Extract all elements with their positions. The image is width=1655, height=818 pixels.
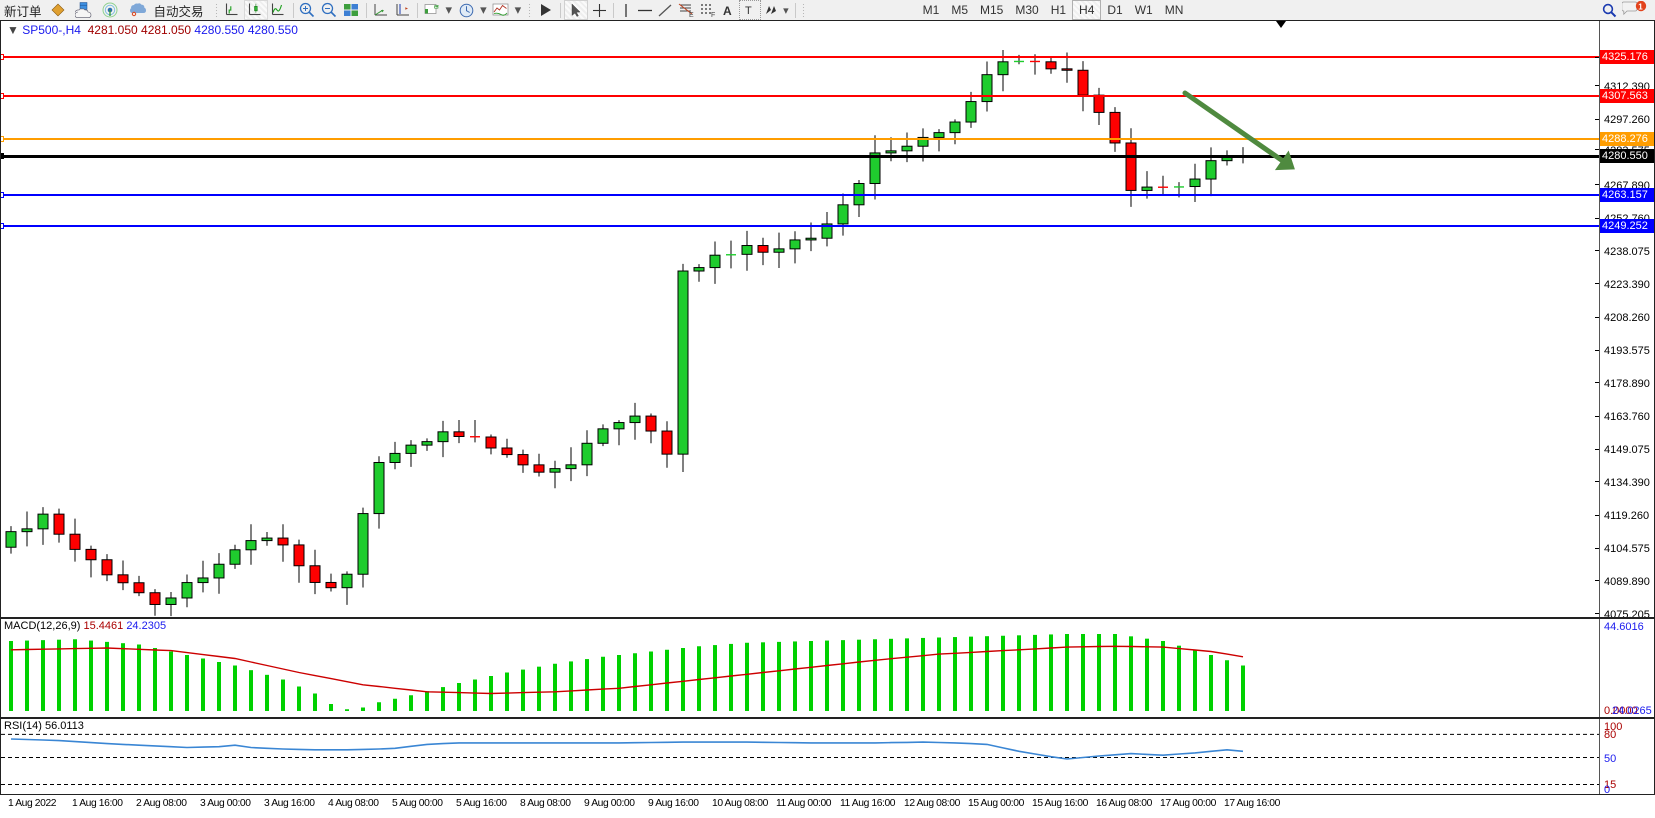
svg-text:1: 1 [1638, 2, 1643, 11]
svg-text:A: A [723, 4, 732, 18]
svg-text:E: E [689, 12, 694, 18]
svg-text:F: F [711, 12, 715, 18]
svg-text:T: T [745, 5, 752, 17]
